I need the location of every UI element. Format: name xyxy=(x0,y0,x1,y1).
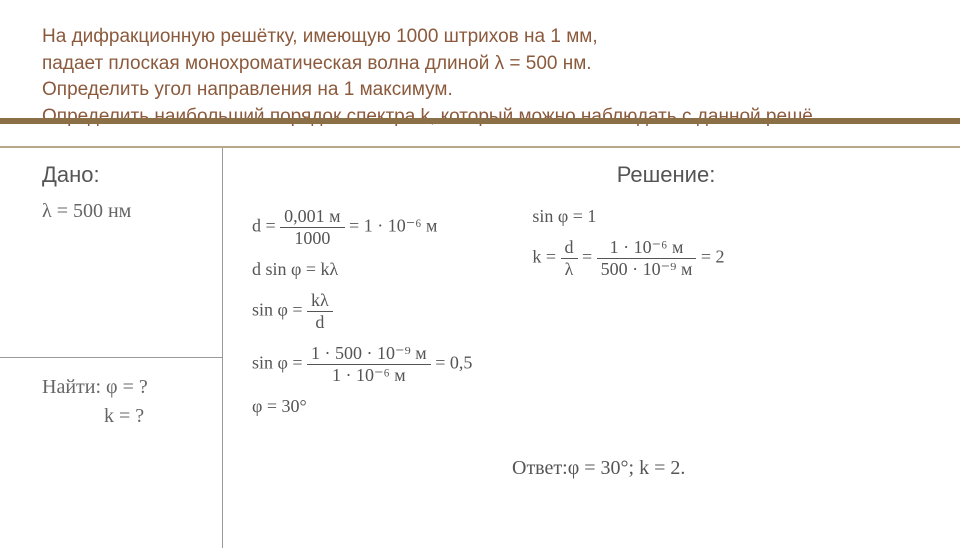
given-column: Дано: λ = 500 нм Найти: φ = ? k = ? xyxy=(0,148,222,480)
denominator: d xyxy=(307,312,333,333)
fraction: 1 · 10⁻⁶ м 500 · 10⁻⁹ м xyxy=(597,237,697,280)
numerator: 0,001 м xyxy=(280,206,344,228)
eq-text: d = xyxy=(252,216,276,236)
fraction: kλ d xyxy=(307,290,333,333)
problem-statement: На дифракционную решётку, имеющую 1000 ш… xyxy=(0,0,960,146)
find-block: Найти: φ = ? k = ? xyxy=(0,358,222,428)
denominator: 1000 xyxy=(280,228,344,249)
solution-header: Решение: xyxy=(372,148,960,196)
solution-left: d = 0,001 м 1000 = 1 · 10⁻⁶ м d sin φ = … xyxy=(252,196,472,427)
eq-text: = xyxy=(582,247,592,267)
numerator: kλ xyxy=(307,290,333,312)
eq-text: = 2 xyxy=(701,247,725,267)
eq-text: = 1 · 10⁻⁶ м xyxy=(349,216,437,236)
eq-sinphi-max: sin φ = 1 xyxy=(532,206,724,227)
find-phi: φ = ? xyxy=(106,376,148,398)
denominator: λ xyxy=(561,259,578,280)
fraction: 1 · 500 · 10⁻⁹ м 1 · 10⁻⁶ м xyxy=(307,343,431,386)
given-header: Дано: xyxy=(0,148,222,196)
solution-column: Решение: d = 0,001 м 1000 = 1 · 10⁻⁶ м d… xyxy=(222,148,960,480)
denominator: 1 · 10⁻⁶ м xyxy=(307,365,431,386)
find-k: k = ? xyxy=(42,405,222,428)
fraction: 0,001 м 1000 xyxy=(280,206,344,249)
answer-text: φ = 30°; k = 2. xyxy=(568,457,686,479)
eq-k: k = d λ = 1 · 10⁻⁶ м 500 · 10⁻⁹ м = 2 xyxy=(532,237,724,280)
numerator: 1 · 500 · 10⁻⁹ м xyxy=(307,343,431,365)
answer-label: Ответ: xyxy=(512,457,568,479)
fraction: d λ xyxy=(561,237,578,280)
eq-sinphi2: sin φ = 1 · 500 · 10⁻⁹ м 1 · 10⁻⁶ м = 0,… xyxy=(252,343,472,386)
eq-text: k = xyxy=(532,247,556,267)
given-lambda: λ = 500 нм xyxy=(0,196,222,227)
numerator: 1 · 10⁻⁶ м xyxy=(597,237,697,259)
find-header: Найти: xyxy=(42,376,101,398)
denominator: 500 · 10⁻⁹ м xyxy=(597,259,697,280)
content-area: Дано: λ = 500 нм Найти: φ = ? k = ? Реше… xyxy=(0,148,960,480)
accent-bar xyxy=(0,118,960,124)
eq-main-formula: d sin φ = kλ xyxy=(252,259,472,280)
eq-sinphi: sin φ = kλ d xyxy=(252,290,472,333)
eq-text: sin φ = xyxy=(252,353,303,373)
answer: Ответ:φ = 30°; k = 2. xyxy=(512,457,960,480)
eq-d: d = 0,001 м 1000 = 1 · 10⁻⁶ м xyxy=(252,206,472,249)
eq-text: = 0,5 xyxy=(435,353,472,373)
solution-right: sin φ = 1 k = d λ = 1 · 10⁻⁶ м 500 · 10⁻… xyxy=(532,196,724,427)
numerator: d xyxy=(561,237,578,259)
eq-phi-result: φ = 30° xyxy=(252,396,472,417)
problem-line: На дифракционную решётку, имеющую 1000 ш… xyxy=(42,24,930,51)
problem-line: Определить угол направления на 1 максиму… xyxy=(42,77,930,104)
vertical-divider xyxy=(222,148,223,548)
problem-line: падает плоская монохроматическая волна д… xyxy=(42,51,930,78)
eq-text: sin φ = xyxy=(252,300,303,320)
solution-body: d = 0,001 м 1000 = 1 · 10⁻⁶ м d sin φ = … xyxy=(252,196,960,427)
